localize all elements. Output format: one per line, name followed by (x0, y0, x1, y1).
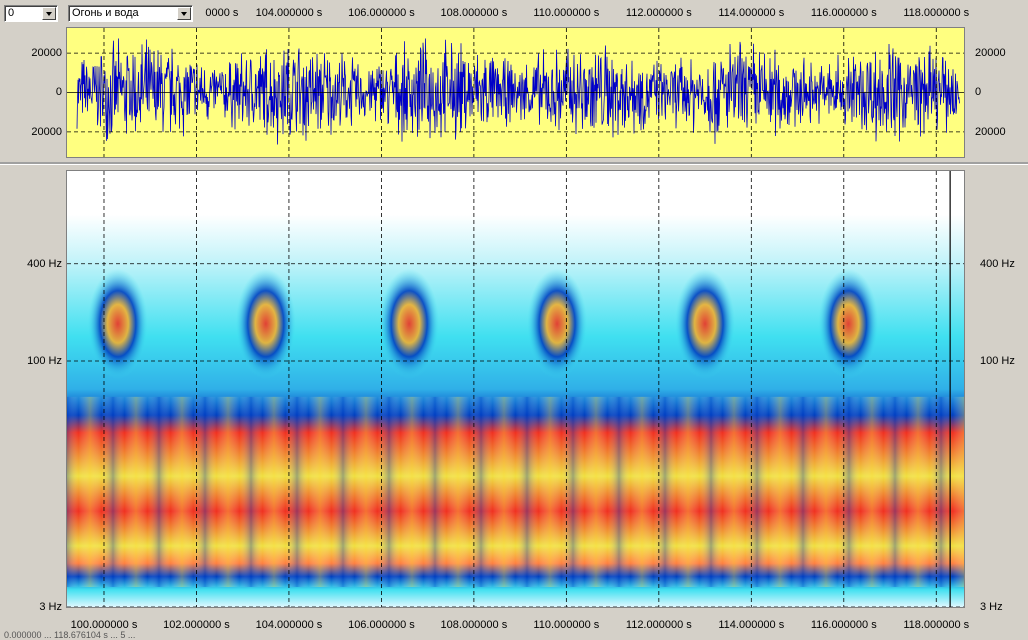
spectrogram-y-tick-label-right: 3 Hz (980, 601, 1003, 613)
waveform-panel-frame (66, 27, 965, 158)
bottom-time-axis: 100.000000 s 102.000000 s 104.000000 s 106.… (0, 619, 1028, 637)
channel-dropdown-arrow-icon[interactable] (42, 7, 56, 20)
time-tick-label-top: 118.000000 s (903, 7, 970, 19)
panel-separator (0, 162, 1028, 165)
channel-select-value: 0 (8, 7, 15, 19)
time-tick-label-bottom: 112.000000 s (625, 619, 692, 631)
top-time-axis: 0000 s 104.000000 s 106.000000 s 108.000000… (0, 7, 1028, 25)
time-tick-label-bottom: 106.000000 s (348, 619, 415, 631)
spectrogram-y-tick-label-left: 400 Hz (27, 257, 62, 270)
spectrogram-burst (379, 268, 440, 379)
spectrogram-panel-frame (66, 170, 965, 608)
waveform-y-tick-label-left: 0 (55, 86, 62, 99)
spectrogram-y-tick-label-left: 100 Hz (27, 354, 62, 367)
track-select-value: Огонь и вода (72, 7, 139, 19)
time-tick-label-top: 110.000000 s (533, 7, 600, 19)
time-tick-label-top: 104.000000 s (255, 7, 323, 19)
waveform-series (76, 38, 960, 145)
time-tick-label-top: 116.000000 s (810, 7, 877, 19)
spectrogram-texture (67, 396, 964, 587)
spectrogram-burst (235, 268, 296, 379)
status-text: 0.000000 ... 118.676104 s ... 5 ... (4, 630, 136, 640)
time-tick-label-top: 112.000000 s (625, 7, 692, 19)
spectrogram-burst (675, 268, 736, 379)
time-tick-label-top: 0000 s (205, 7, 239, 19)
time-tick-label-top: 108.000000 s (440, 7, 508, 19)
track-select[interactable]: Огонь и вода (68, 5, 193, 22)
track-dropdown-arrow-icon[interactable] (177, 7, 191, 20)
waveform-y-tick-label-right: 20000 (975, 47, 1006, 60)
time-tick-label-top: 106.000000 s (348, 7, 415, 19)
time-tick-label-bottom: 110.000000 s (533, 619, 600, 631)
waveform-y-tick-label-right: 0 (975, 86, 982, 99)
spectrogram-plot[interactable] (67, 171, 964, 607)
time-tick-label-bottom: 116.000000 s (810, 619, 877, 631)
waveform-y-tick-label-left: 20000 (31, 47, 62, 60)
channel-select[interactable]: 0 (4, 5, 58, 22)
spectrogram-y-tick-label-right: 100 Hz (980, 354, 1015, 367)
time-tick-label-bottom: 118.000000 s (903, 619, 970, 631)
time-tick-label-bottom: 114.000000 s (718, 619, 785, 631)
time-tick-label-top: 114.000000 s (718, 7, 785, 19)
waveform-plot[interactable] (67, 28, 964, 157)
spectrogram-burst (818, 268, 879, 379)
time-tick-label-bottom: 102.000000 s (163, 619, 230, 631)
waveform-y-tick-label-right: 20000 (975, 125, 1006, 138)
time-tick-label-bottom: 104.000000 s (255, 619, 323, 631)
spectrogram-burst (527, 268, 588, 379)
spectrogram-y-tick-label-left: 3 Hz (39, 601, 62, 613)
spectrogram-burst (87, 268, 148, 379)
time-tick-label-bottom: 108.000000 s (440, 619, 508, 631)
time-tick-label-bottom: 100.000000 s (70, 619, 138, 631)
spectrogram-y-tick-label-right: 400 Hz (980, 257, 1015, 270)
waveform-y-tick-label-left: 20000 (31, 125, 62, 138)
